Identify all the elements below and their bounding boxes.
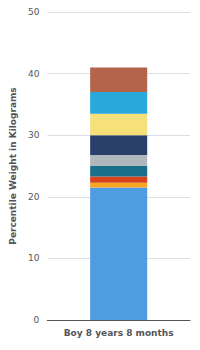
svg-text:10: 10	[28, 253, 40, 263]
svg-text:Percentile Weight in Kilograms: Percentile Weight in Kilograms	[8, 87, 18, 244]
svg-text:0: 0	[34, 315, 40, 325]
svg-text:Boy 8 years 8 months: Boy 8 years 8 months	[64, 328, 174, 338]
svg-text:40: 40	[28, 69, 40, 79]
svg-text:30: 30	[28, 130, 40, 140]
svg-text:20: 20	[28, 192, 40, 202]
svg-text:50: 50	[28, 7, 40, 17]
